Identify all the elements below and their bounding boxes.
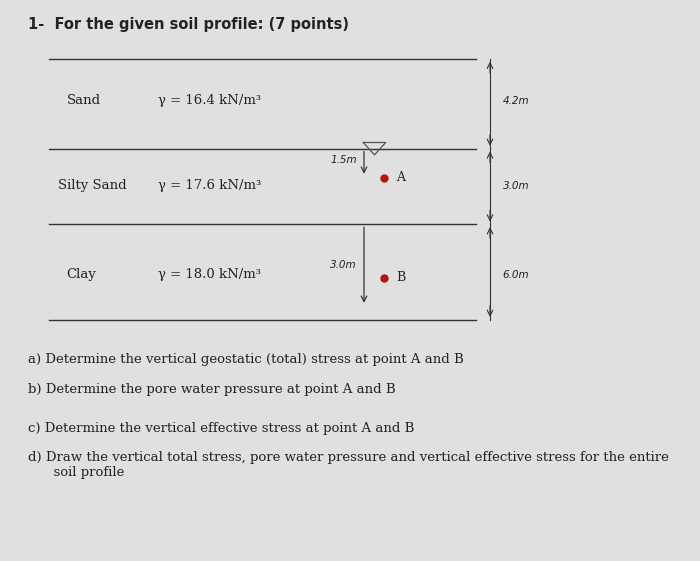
Text: γ = 18.0 kN/m³: γ = 18.0 kN/m³ (158, 268, 260, 282)
Text: Sand: Sand (66, 94, 101, 108)
Text: d) Draw the vertical total stress, pore water pressure and vertical effective st: d) Draw the vertical total stress, pore … (28, 451, 669, 479)
Text: a) Determine the vertical geostatic (total) stress at point A and B: a) Determine the vertical geostatic (tot… (28, 353, 463, 366)
Text: 4.2m: 4.2m (503, 96, 529, 106)
Text: γ = 16.4 kN/m³: γ = 16.4 kN/m³ (158, 94, 260, 108)
Text: Silty Sand: Silty Sand (58, 178, 127, 192)
Text: 3.0m: 3.0m (503, 181, 529, 191)
Text: B: B (396, 271, 405, 284)
Text: 6.0m: 6.0m (503, 270, 529, 280)
Text: 1.5m: 1.5m (330, 155, 357, 165)
Text: 1-  For the given soil profile: (7 points): 1- For the given soil profile: (7 points… (28, 17, 349, 32)
Text: A: A (396, 171, 405, 185)
Text: 3.0m: 3.0m (330, 260, 357, 270)
Text: Clay: Clay (66, 268, 97, 282)
Text: b) Determine the pore water pressure at point A and B: b) Determine the pore water pressure at … (28, 383, 395, 396)
Text: c) Determine the vertical effective stress at point A and B: c) Determine the vertical effective stre… (28, 422, 414, 435)
Text: γ = 17.6 kN/m³: γ = 17.6 kN/m³ (158, 178, 260, 192)
